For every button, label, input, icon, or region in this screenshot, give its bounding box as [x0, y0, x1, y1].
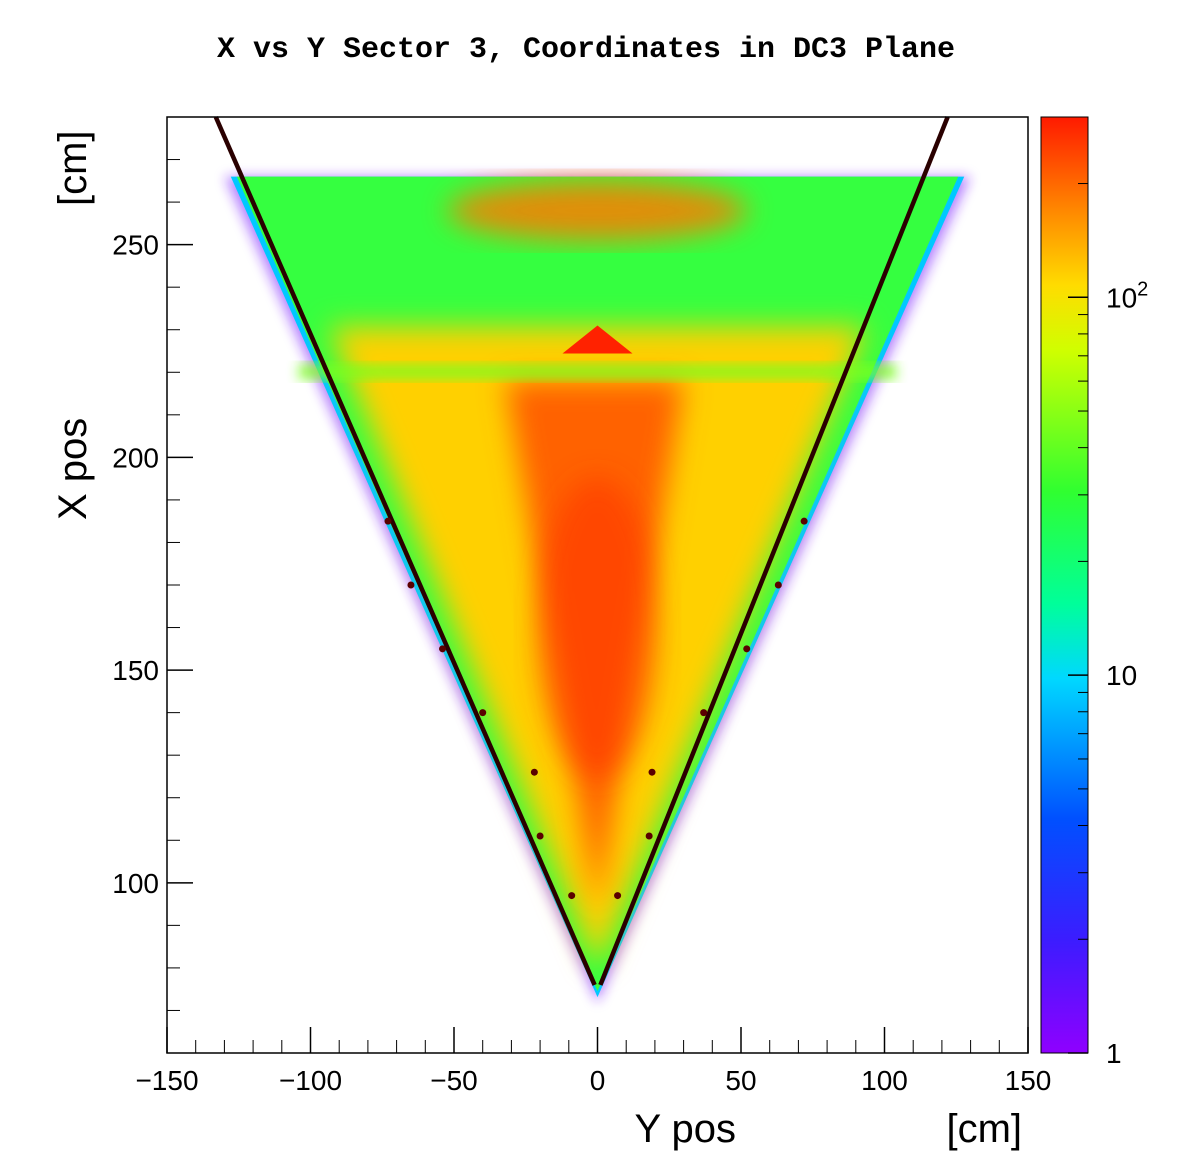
edge-point — [384, 517, 392, 525]
heatmap-mid-band — [298, 363, 897, 380]
x-axis-unit: [cm] — [946, 1107, 1022, 1151]
edge-point — [536, 832, 544, 840]
edge-point — [614, 892, 622, 900]
colorbar-tick-label: 10 — [1106, 660, 1137, 691]
colorbar-tick-label: 102 — [1106, 278, 1148, 313]
y-axis-title: X pos — [51, 418, 95, 520]
heatmap-hotspot — [537, 477, 658, 778]
edge-point — [700, 709, 708, 717]
edge-point — [774, 581, 782, 589]
x-tick-label: −150 — [135, 1065, 198, 1096]
x-tick-label: −100 — [279, 1065, 342, 1096]
edge-point — [439, 645, 447, 653]
x-tick-label: −50 — [430, 1065, 478, 1096]
chart-title: X vs Y Sector 3, Coordinates in DC3 Plan… — [217, 33, 955, 67]
edge-point — [568, 892, 576, 900]
heatmap-top-band — [447, 180, 748, 241]
y-tick-label: 100 — [112, 868, 159, 899]
y-tick-label: 150 — [112, 655, 159, 686]
x-tick-label: 50 — [725, 1065, 756, 1096]
edge-markers — [384, 517, 808, 900]
edge-point — [743, 645, 751, 653]
edge-point — [530, 768, 538, 776]
y-axis-unit: [cm] — [51, 130, 95, 206]
x-tick-label: 150 — [1005, 1065, 1052, 1096]
fit-line-2 — [598, 116, 950, 986]
edge-point — [648, 768, 656, 776]
edge-point — [479, 709, 487, 717]
x-tick-label: 100 — [861, 1065, 908, 1096]
colorbar — [1040, 116, 1089, 1054]
x-axis-title: Y pos — [634, 1107, 736, 1151]
edge-point — [800, 517, 808, 525]
heatmap-peak — [562, 325, 633, 354]
edge-point — [645, 832, 653, 840]
fit-line-1 — [213, 116, 597, 986]
colorbar-tick-exponent: 2 — [1137, 278, 1148, 300]
colorbar-tick-label: 1 — [1106, 1038, 1122, 1069]
y-tick-label: 200 — [112, 442, 159, 473]
y-tick-label: 250 — [112, 230, 159, 261]
x-tick-label: 0 — [590, 1065, 606, 1096]
heatmap-layer — [224, 176, 971, 1004]
edge-point — [407, 581, 415, 589]
fit-lines — [213, 116, 950, 986]
x-axis: −150 −100 −50 0 50 100 150 — [135, 1027, 1051, 1096]
y-axis: 100 150 200 250 — [112, 116, 193, 1054]
